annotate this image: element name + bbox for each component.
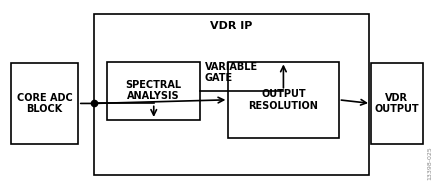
Text: SPECTRAL
ANALYSIS: SPECTRAL ANALYSIS — [125, 80, 181, 102]
Bar — [107, 62, 200, 120]
Text: CORE ADC
BLOCK: CORE ADC BLOCK — [16, 93, 72, 114]
Text: VARIABLE
GATE: VARIABLE GATE — [204, 62, 257, 83]
Bar — [94, 14, 368, 174]
Text: OUTPUT
RESOLUTION: OUTPUT RESOLUTION — [248, 89, 318, 111]
Text: VDR
OUTPUT: VDR OUTPUT — [374, 93, 418, 114]
Text: VDR IP: VDR IP — [210, 21, 252, 31]
Bar — [228, 62, 338, 138]
Bar — [11, 63, 78, 144]
Bar — [370, 63, 422, 144]
Text: 13398-025: 13398-025 — [427, 146, 432, 180]
